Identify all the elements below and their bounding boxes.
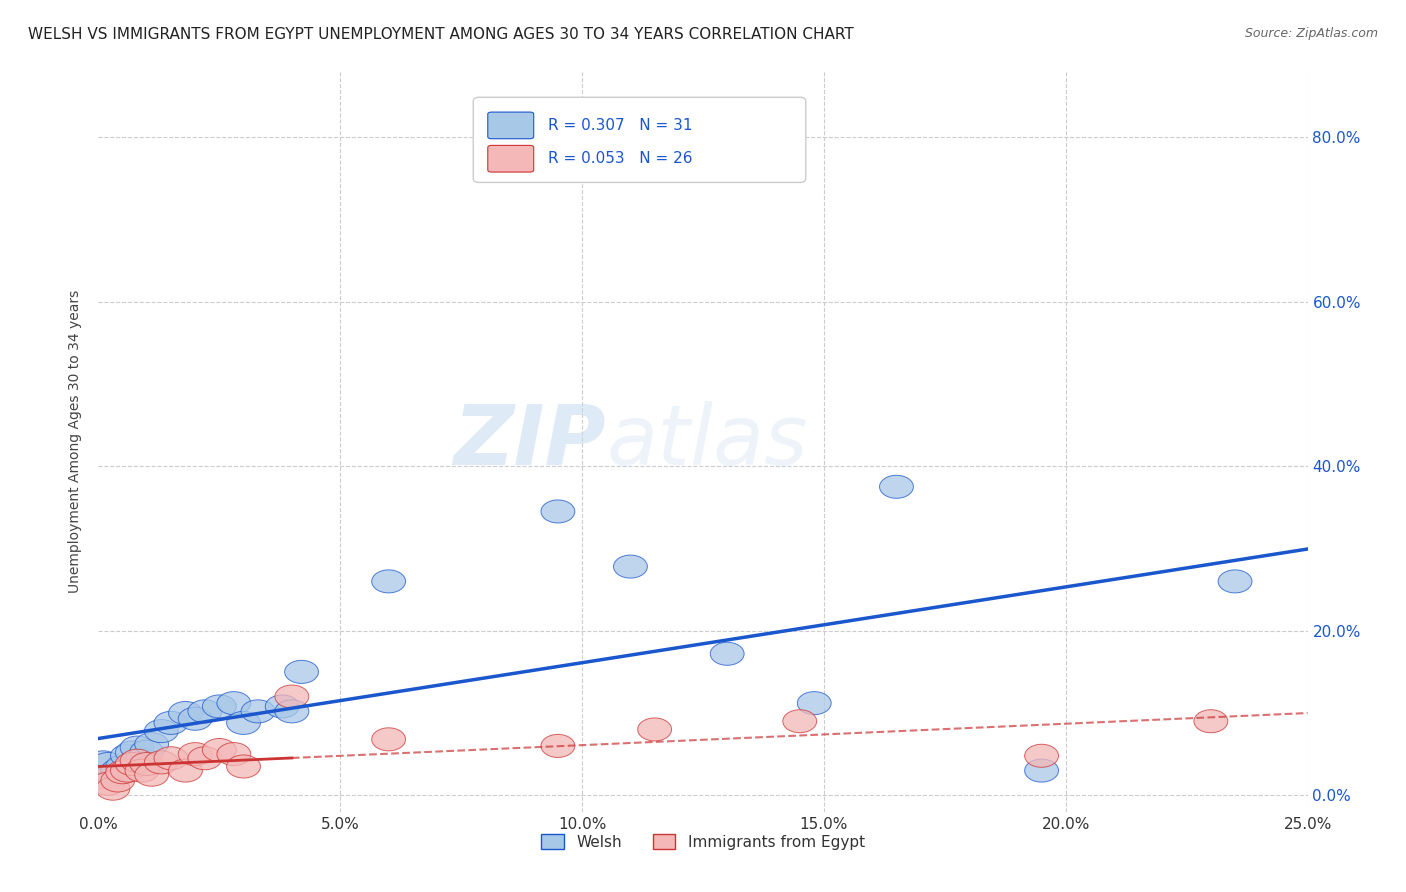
Ellipse shape (266, 695, 299, 718)
Ellipse shape (1194, 710, 1227, 732)
Ellipse shape (120, 736, 155, 759)
Ellipse shape (226, 711, 260, 734)
Ellipse shape (91, 753, 125, 775)
Ellipse shape (638, 718, 672, 741)
Ellipse shape (169, 701, 202, 724)
Text: R = 0.307   N = 31: R = 0.307 N = 31 (548, 118, 693, 133)
Ellipse shape (145, 720, 179, 743)
Ellipse shape (111, 744, 145, 767)
Ellipse shape (129, 753, 163, 775)
Ellipse shape (96, 777, 129, 800)
Ellipse shape (169, 759, 202, 782)
Y-axis label: Unemployment Among Ages 30 to 34 years: Unemployment Among Ages 30 to 34 years (69, 290, 83, 593)
Ellipse shape (96, 764, 129, 786)
Ellipse shape (145, 751, 179, 774)
Ellipse shape (188, 747, 222, 770)
Ellipse shape (710, 642, 744, 665)
Ellipse shape (91, 772, 125, 796)
Ellipse shape (101, 759, 135, 782)
Ellipse shape (217, 743, 250, 765)
Ellipse shape (276, 685, 309, 708)
Ellipse shape (371, 728, 405, 751)
Ellipse shape (125, 748, 159, 772)
Text: WELSH VS IMMIGRANTS FROM EGYPT UNEMPLOYMENT AMONG AGES 30 TO 34 YEARS CORRELATIO: WELSH VS IMMIGRANTS FROM EGYPT UNEMPLOYM… (28, 27, 853, 42)
FancyBboxPatch shape (488, 112, 534, 139)
Text: Source: ZipAtlas.com: Source: ZipAtlas.com (1244, 27, 1378, 40)
Legend: Welsh, Immigrants from Egypt: Welsh, Immigrants from Egypt (536, 828, 870, 856)
Ellipse shape (111, 759, 145, 782)
Ellipse shape (155, 747, 188, 770)
Ellipse shape (101, 769, 135, 792)
Ellipse shape (125, 759, 159, 782)
Ellipse shape (202, 739, 236, 762)
Text: R = 0.053   N = 26: R = 0.053 N = 26 (548, 152, 693, 166)
Ellipse shape (1025, 759, 1059, 782)
Ellipse shape (880, 475, 914, 499)
FancyBboxPatch shape (488, 145, 534, 172)
Ellipse shape (179, 707, 212, 731)
Ellipse shape (120, 749, 155, 772)
Ellipse shape (86, 765, 120, 789)
Ellipse shape (276, 700, 309, 723)
Ellipse shape (783, 710, 817, 732)
Ellipse shape (1025, 744, 1059, 767)
Ellipse shape (240, 700, 276, 723)
Text: ZIP: ZIP (454, 401, 606, 482)
FancyBboxPatch shape (474, 97, 806, 183)
Ellipse shape (115, 753, 149, 775)
Ellipse shape (105, 755, 139, 778)
Ellipse shape (541, 734, 575, 757)
Ellipse shape (613, 555, 647, 578)
Ellipse shape (226, 755, 260, 778)
Ellipse shape (541, 500, 575, 523)
Ellipse shape (105, 761, 139, 784)
Ellipse shape (135, 732, 169, 756)
Ellipse shape (1218, 570, 1251, 593)
Ellipse shape (202, 695, 236, 718)
Ellipse shape (129, 740, 163, 764)
Ellipse shape (155, 711, 188, 734)
Ellipse shape (86, 751, 120, 774)
Ellipse shape (797, 691, 831, 714)
Ellipse shape (284, 660, 319, 683)
Ellipse shape (135, 764, 169, 786)
Ellipse shape (115, 741, 149, 764)
Ellipse shape (179, 743, 212, 765)
Ellipse shape (371, 570, 405, 593)
Text: atlas: atlas (606, 401, 808, 482)
Ellipse shape (217, 691, 250, 714)
Ellipse shape (188, 700, 222, 723)
